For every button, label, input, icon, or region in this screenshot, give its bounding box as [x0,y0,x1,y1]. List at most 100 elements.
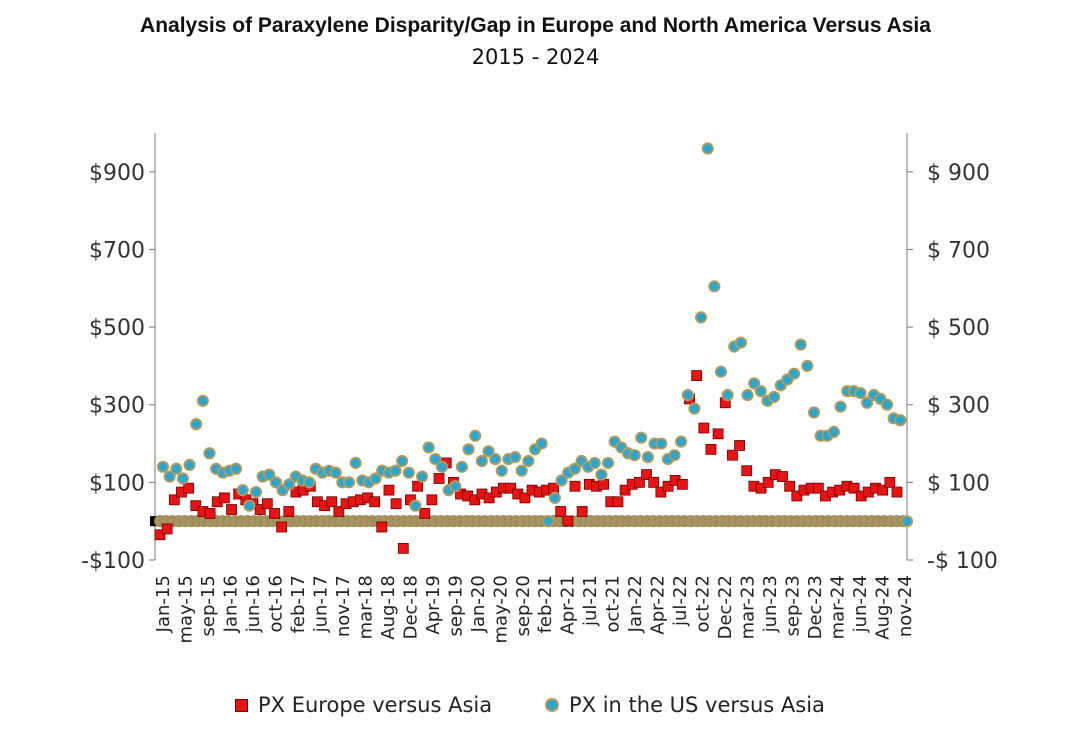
europe-point [662,480,674,492]
us-point [495,464,508,477]
us-point [588,456,601,470]
europe-point [276,521,288,533]
y-tick-label-left: $700 [89,238,145,263]
europe-point [383,484,395,496]
x-tick-label: Dec-18 [400,575,421,639]
us-point [475,454,488,468]
europe-point [791,490,803,502]
europe-point [727,449,738,461]
europe-point [426,494,438,506]
europe-point [397,542,409,554]
y-tick-label-right: $ 900 [927,161,990,186]
x-tick-label: Dec-22 [715,575,736,639]
europe-point [598,478,610,490]
us-point [681,388,694,402]
europe-point [376,521,388,533]
europe-point [891,486,903,498]
europe-point [641,469,652,481]
europe-point [183,482,195,494]
x-tick-label: oct-16 [265,575,286,632]
x-tick-label: Apr-22 [648,575,669,634]
us-point [601,456,615,470]
europe-point [741,465,753,477]
us-point [249,485,263,499]
europe-point [433,473,445,484]
us-point [568,462,581,475]
us-point [183,458,196,471]
europe-point [483,492,495,504]
x-tick-label: mar-23 [738,575,759,639]
europe-point [555,506,567,517]
us-point [854,386,867,400]
europe-point [412,480,423,492]
us-point [455,460,469,473]
europe-point [884,476,896,488]
europe-point [648,476,660,488]
y-ticks: -$100 -$ 100 $100 $ 100 $300 $ 300 $500 $ 500 $7… [81,161,998,574]
x-tick-label: Apr-21 [558,575,579,634]
y-tick-label-right: $ 300 [927,394,990,419]
x-tick-label: sep-19 [445,575,466,636]
europe-point [390,498,402,510]
us-point [196,394,209,407]
us-point [655,437,668,450]
europe-point [154,529,166,541]
us-point [415,470,429,483]
us-point [303,476,316,489]
us-point [203,447,216,460]
europe-point [419,508,431,519]
us-point [787,367,801,380]
europe-point [812,482,824,494]
x-tick-label: oct-22 [693,575,714,632]
square-marker-icon [235,698,248,712]
europe-point [762,476,774,488]
europe-point [634,476,645,488]
europe-point [655,486,667,498]
x-tick-label: Jan-16 [220,575,241,633]
y-tick-label-right: -$ 100 [927,549,998,574]
x-tick-label: nov-24 [895,575,916,637]
x-tick-label: nov-17 [333,575,354,637]
x-tick-label: jun-24 [850,575,871,633]
europe-point [676,478,688,490]
x-tick-label: feb-17 [288,575,309,633]
x-tick-label: jul-22 [670,575,691,627]
x-ticks: Jan-15 may-15 sep-15 Jan-16 jun-16 oct-16 feb-… [153,575,916,643]
chart-subtitle: 2015 - 2024 [471,45,600,69]
y-tick-label-right: $ 500 [927,316,990,341]
us-point [462,443,475,456]
europe-point [218,492,230,504]
us-point [176,472,190,485]
us-point [900,515,914,528]
europe-point [519,492,531,504]
x-tick-label: jun-16 [243,575,264,633]
europe-point [283,506,295,517]
europe-point [326,496,338,508]
europe-point [848,482,860,494]
us-point [263,468,276,481]
us-point [243,499,256,512]
europe-point [548,482,559,494]
x-tick-label: may-15 [175,575,196,643]
europe-point [168,494,180,506]
y-tick-label-left: -$100 [81,549,145,574]
us-point [635,431,648,444]
us-point [542,515,555,528]
y-tick-label-right: $ 100 [927,471,990,496]
legend-item-us: PX in the US versus Asia [545,690,825,720]
europe-point [333,506,345,517]
y-tick-label-left: $100 [89,471,145,496]
europe-point [161,523,173,535]
series-layer [150,142,914,554]
us-point [429,452,442,466]
us-point [236,484,249,497]
us-point [807,406,821,419]
us-point [469,429,482,442]
us-point [369,472,382,485]
us-point [402,466,415,479]
europe-point [569,480,581,492]
us-point [734,336,748,349]
europe-point [576,506,588,517]
x-tick-label: jun-23 [760,575,781,633]
